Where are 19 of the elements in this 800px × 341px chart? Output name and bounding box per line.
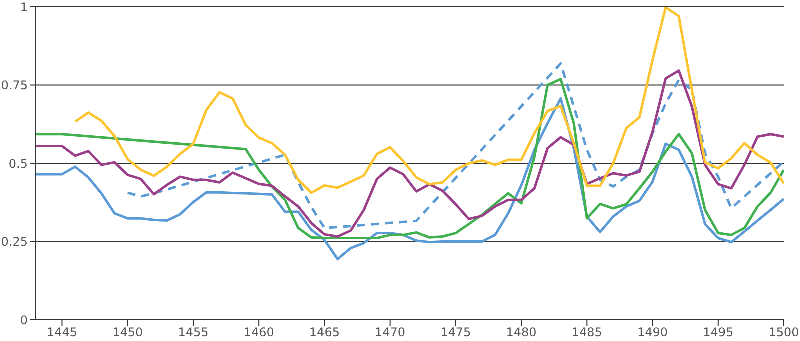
x-tick-label: 1475 — [440, 326, 472, 340]
x-tick-label: 1450 — [112, 326, 144, 340]
y-tick-label: 0.75 — [1, 78, 28, 93]
x-tick-label: 1500 — [768, 326, 800, 340]
y-tick-label: 0.25 — [1, 235, 28, 250]
x-tick-label: 1455 — [178, 326, 209, 340]
line-series — [126, 62, 784, 230]
x-tick-label: 1480 — [506, 326, 537, 340]
x-tick-label: 1490 — [638, 326, 668, 340]
y-tick-label: 0 — [20, 313, 28, 328]
y-tick-label: 1 — [20, 0, 28, 14]
x-tick-label: 1485 — [572, 326, 602, 340]
x-tick-label: 1495 — [703, 326, 734, 340]
line-series — [74, 7, 784, 194]
x-tick-label: 1465 — [309, 326, 340, 340]
x-tick-label: 1470 — [375, 326, 406, 340]
x-tick-label: 1460 — [244, 326, 274, 340]
x-tick-label: 1445 — [46, 326, 78, 340]
y-tick-label: 0.5 — [8, 156, 28, 171]
